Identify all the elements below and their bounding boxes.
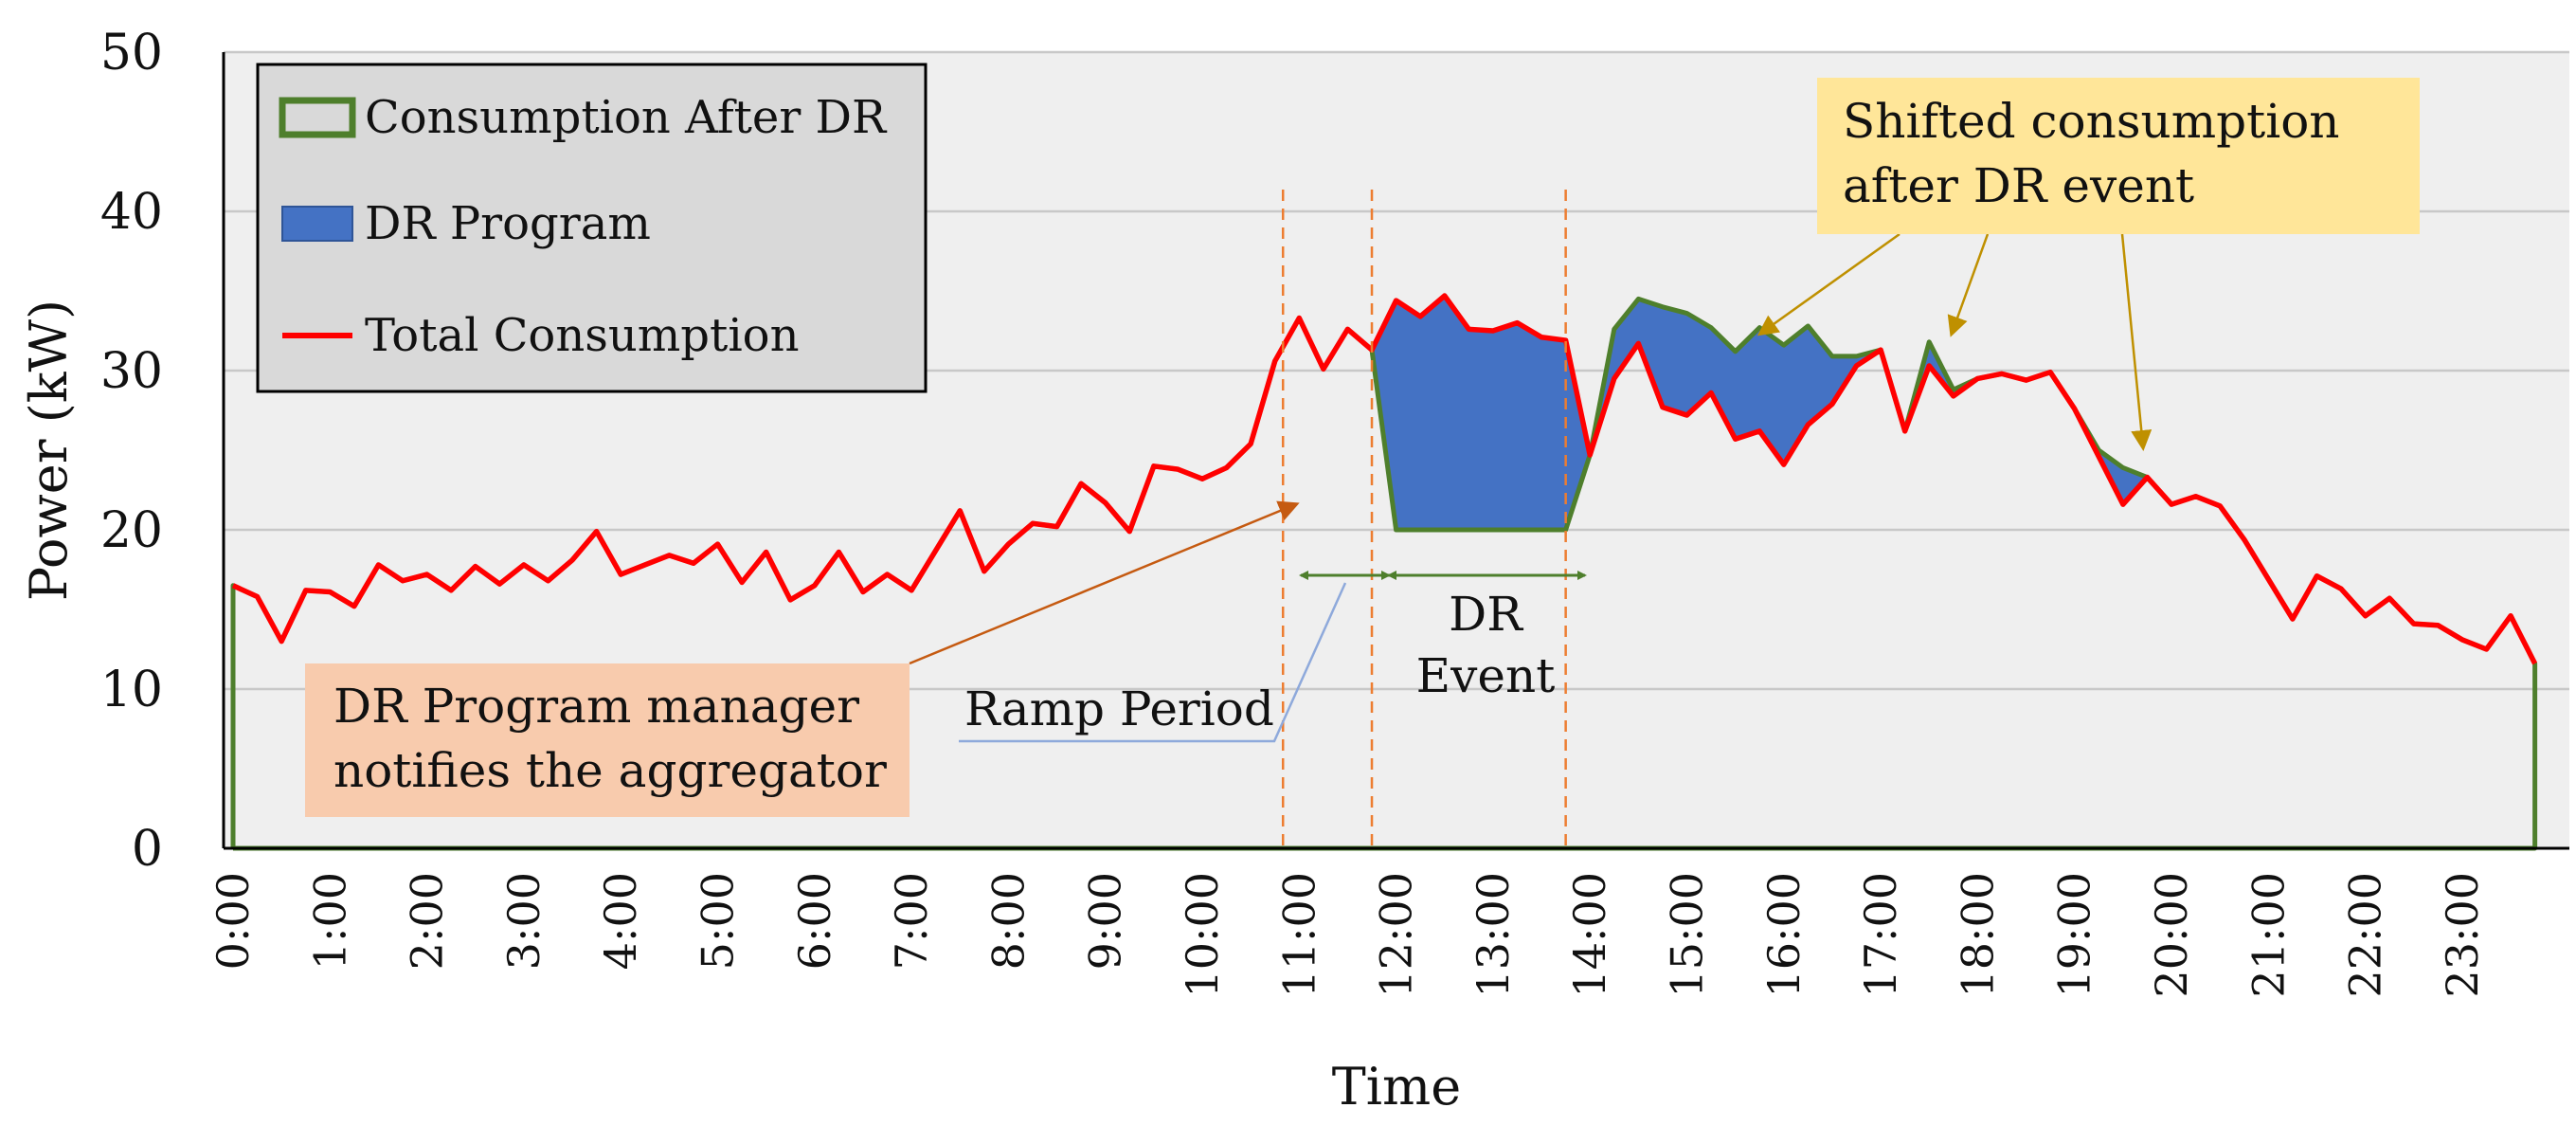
x-tick-label-11:00: 11:00 [1273, 872, 1324, 998]
x-tick-label-20:00: 20:00 [2146, 872, 2197, 998]
dr-event-label-line2: Event [1416, 648, 1556, 703]
ramp-period-leader [959, 582, 1347, 743]
manager-note-line1: DR Program manager [333, 679, 859, 734]
line-layer [230, 293, 2538, 851]
x-tick-label-18:00: 18:00 [1952, 872, 2003, 998]
shifted-note-arrow-1 [1756, 232, 1900, 336]
shifted-note-arrow-3 [2120, 233, 2153, 451]
x-tick-label-12:00: 12:00 [1371, 872, 1422, 998]
manager-note-line2: notifies the aggregator [333, 743, 887, 798]
x-tick-label-2:00: 2:00 [402, 872, 453, 970]
legend-swatch-dr-program [281, 206, 353, 242]
x-tick-label-4:00: 4:00 [595, 872, 646, 970]
ramp-period-label: Ramp Period [964, 681, 1274, 736]
y-axis-title: Power (kW) [19, 300, 79, 601]
x-tick-label-3:00: 3:00 [498, 872, 549, 970]
legend-label-dr-program: DR Program [365, 197, 651, 250]
y-tick-labels: 0 10 20 30 40 50 [100, 25, 163, 878]
series-total-consumption-line [231, 293, 2538, 665]
y-tick-label-40: 40 [100, 184, 163, 241]
x-tick-label-16:00: 16:00 [1758, 872, 1810, 998]
x-tick-label-13:00: 13:00 [1468, 872, 1519, 998]
y-tick-label-30: 30 [100, 343, 163, 400]
x-tick-label-19:00: 19:00 [2049, 872, 2100, 998]
manager-note-arrow [909, 500, 1300, 665]
x-tick-label-5:00: 5:00 [693, 872, 744, 970]
x-tick-labels: 0:00 1:00 2:00 3:00 4:00 5:00 6:00 7:00 8:00 9:00… [207, 872, 2488, 998]
legend-box [256, 63, 928, 393]
x-tick-label-10:00: 10:00 [1177, 872, 1228, 998]
legend-label-total: Total Consumption [365, 309, 799, 362]
shifted-note-box [1817, 78, 2420, 234]
shifted-note-line2: after DR event [1843, 158, 2194, 213]
x-tick-label-7:00: 7:00 [886, 872, 937, 970]
y-tick-label-10: 10 [100, 662, 163, 718]
x-tick-label-23:00: 23:00 [2437, 872, 2488, 998]
dr-event-label-line1: DR [1449, 587, 1523, 642]
x-tick-label-22:00: 22:00 [2340, 872, 2391, 998]
x-tick-label-21:00: 21:00 [2243, 872, 2294, 998]
manager-note-box [305, 663, 910, 817]
x-tick-label-9:00: 9:00 [1080, 872, 1131, 970]
x-tick-label-1:00: 1:00 [304, 872, 355, 970]
x-tick-label-17:00: 17:00 [1855, 872, 1906, 998]
shifted-note-arrow-2 [1947, 233, 1990, 337]
legend-swatch-after-dr [279, 97, 356, 138]
x-tick-label-14:00: 14:00 [1564, 872, 1615, 998]
x-tick-label-6:00: 6:00 [789, 872, 840, 970]
x-tick-label-15:00: 15:00 [1662, 872, 1713, 998]
x-tick-label-0:00: 0:00 [207, 872, 259, 970]
x-tick-label-8:00: 8:00 [982, 872, 1034, 970]
legend: Consumption After DR DR Program Total Co… [256, 63, 928, 393]
legend-label-after-dr: Consumption After DR [365, 91, 888, 144]
shifted-note-line1: Shifted consumption [1843, 94, 2340, 149]
y-tick-label-20: 20 [100, 502, 163, 559]
x-axis-title: Time [1332, 1057, 1461, 1117]
y-tick-label-50: 50 [100, 25, 163, 82]
y-tick-label-0: 0 [132, 821, 163, 878]
